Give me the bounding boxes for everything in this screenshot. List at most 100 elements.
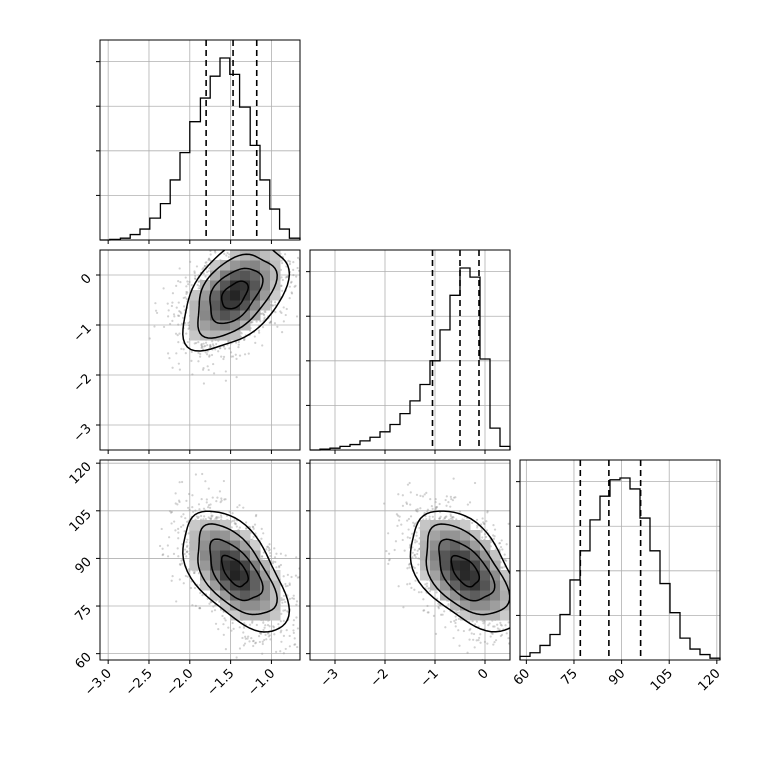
scatter-point bbox=[285, 275, 289, 278]
scatter-point bbox=[454, 625, 457, 628]
scatter-point bbox=[450, 497, 453, 501]
scatter-point bbox=[238, 504, 241, 507]
scatter-point bbox=[237, 247, 239, 249]
scatter-point bbox=[228, 244, 230, 246]
scatter-point bbox=[413, 588, 416, 591]
scatter-point bbox=[217, 350, 220, 353]
scatter-point bbox=[223, 347, 227, 350]
scatter-point bbox=[229, 351, 233, 354]
scatter-point bbox=[271, 304, 274, 307]
scatter-point bbox=[416, 549, 419, 552]
scatter-point bbox=[188, 552, 191, 556]
density-cell bbox=[210, 540, 221, 551]
scatter-point bbox=[227, 340, 230, 343]
scatter-point bbox=[262, 628, 265, 632]
y-tick-label: 90 bbox=[73, 555, 95, 577]
density-cell bbox=[480, 550, 491, 561]
scatter-point bbox=[247, 237, 249, 239]
scatter-point bbox=[438, 603, 441, 607]
density-cell bbox=[250, 290, 261, 301]
scatter-point bbox=[191, 373, 194, 376]
scatter-point bbox=[512, 649, 514, 651]
scatter-point bbox=[281, 289, 284, 292]
scatter-point bbox=[227, 610, 231, 613]
scatter-point bbox=[238, 354, 242, 357]
density-cell bbox=[200, 560, 211, 571]
scatter-point bbox=[178, 578, 181, 581]
scatter-point bbox=[272, 242, 274, 244]
scatter-point bbox=[210, 601, 213, 604]
scatter-point bbox=[282, 619, 285, 622]
density-cell bbox=[440, 560, 451, 571]
scatter-point bbox=[481, 517, 484, 520]
scatter-point bbox=[269, 235, 271, 237]
scatter-point bbox=[202, 507, 206, 510]
scatter-point bbox=[449, 495, 452, 498]
scatter-point bbox=[215, 516, 218, 519]
density-cell bbox=[230, 590, 241, 601]
scatter-point bbox=[209, 253, 212, 256]
scatter-point bbox=[185, 285, 188, 288]
panel-p0-p2 bbox=[158, 472, 307, 659]
scatter-point bbox=[415, 508, 418, 511]
scatter-point bbox=[507, 642, 510, 645]
scatter-point bbox=[385, 549, 388, 553]
contour-line bbox=[209, 538, 264, 602]
scatter-point bbox=[269, 227, 271, 229]
scatter-point bbox=[186, 544, 189, 547]
scatter-point bbox=[217, 600, 221, 603]
scatter-point bbox=[301, 624, 303, 626]
scatter-point bbox=[177, 301, 180, 304]
density-cell bbox=[210, 580, 221, 591]
scatter-point bbox=[266, 545, 269, 548]
scatter-point bbox=[275, 245, 277, 247]
scatter-point bbox=[227, 255, 230, 259]
scatter-point bbox=[178, 310, 181, 313]
scatter-point bbox=[200, 498, 203, 501]
scatter-point bbox=[201, 268, 204, 271]
x-tick-label: 75 bbox=[558, 666, 580, 688]
density-cell bbox=[200, 540, 211, 551]
scatter-point bbox=[251, 525, 254, 528]
scatter-point bbox=[512, 585, 514, 587]
scatter-point bbox=[507, 637, 510, 640]
density-cell bbox=[270, 290, 281, 301]
density-cell bbox=[200, 580, 211, 591]
scatter-point bbox=[179, 563, 182, 566]
scatter-point bbox=[272, 216, 274, 218]
scatter-point bbox=[171, 319, 174, 322]
density-cell bbox=[480, 610, 491, 621]
scatter-point bbox=[177, 314, 181, 317]
scatter-point bbox=[423, 609, 426, 612]
scatter-point bbox=[174, 332, 178, 335]
density-cell bbox=[260, 590, 271, 601]
scatter-point bbox=[383, 502, 386, 505]
y-tick-label: −3 bbox=[71, 421, 95, 445]
scatter-point bbox=[289, 246, 291, 248]
scatter-point bbox=[255, 513, 258, 517]
scatter-point bbox=[207, 487, 210, 490]
scatter-point bbox=[180, 559, 183, 562]
scatter-point bbox=[406, 567, 409, 570]
scatter-point bbox=[182, 348, 185, 351]
scatter-point bbox=[388, 559, 391, 562]
scatter-point bbox=[279, 552, 282, 555]
density-cell bbox=[190, 540, 201, 551]
density-cell bbox=[250, 600, 261, 611]
scatter-point bbox=[189, 586, 193, 590]
scatter-point bbox=[434, 507, 437, 511]
density-cell bbox=[470, 590, 481, 601]
scatter-point bbox=[259, 245, 261, 247]
scatter-point bbox=[195, 341, 198, 345]
scatter-point bbox=[196, 283, 199, 287]
scatter-point bbox=[252, 640, 255, 643]
scatter-point bbox=[279, 650, 282, 653]
scatter-point bbox=[234, 522, 237, 525]
scatter-point bbox=[181, 316, 185, 319]
scatter-point bbox=[492, 537, 496, 540]
scatter-point bbox=[415, 540, 418, 543]
scatter-point bbox=[282, 219, 284, 221]
scatter-point bbox=[161, 553, 164, 557]
scatter-point bbox=[224, 619, 227, 622]
scatter-point bbox=[305, 634, 307, 636]
